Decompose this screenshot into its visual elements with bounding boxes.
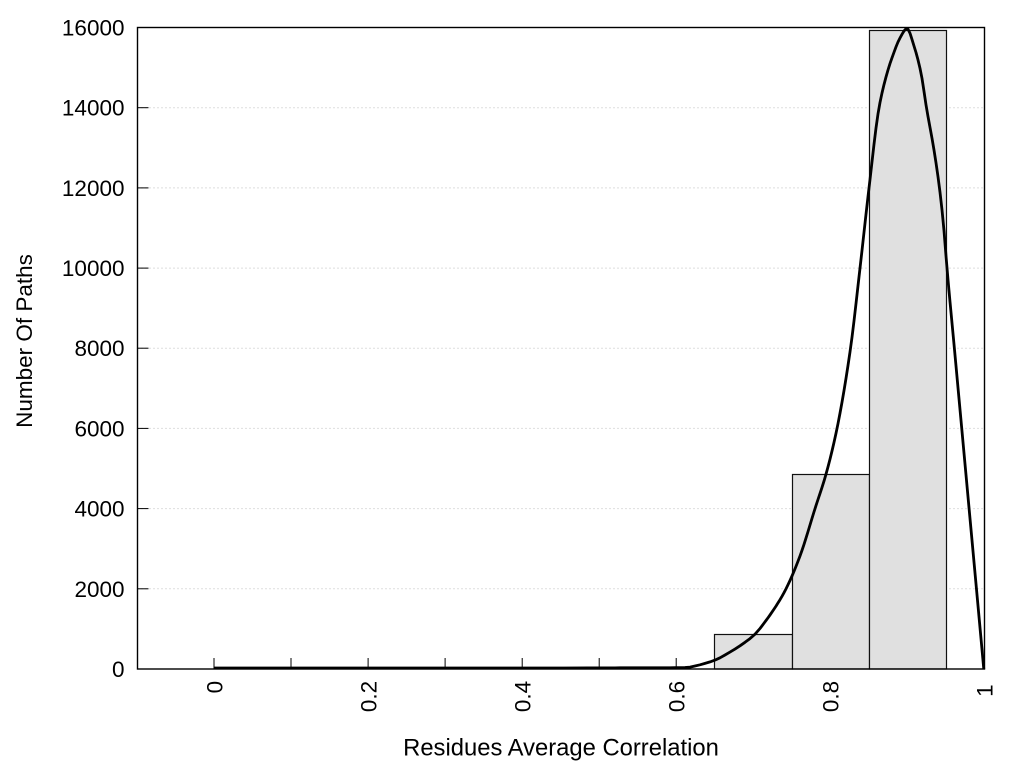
svg-text:0.8: 0.8 (819, 681, 844, 712)
svg-text:1: 1 (973, 684, 998, 697)
svg-text:0.2: 0.2 (356, 681, 381, 712)
svg-text:0: 0 (112, 657, 125, 682)
svg-text:4000: 4000 (74, 497, 124, 522)
svg-text:10000: 10000 (62, 256, 125, 281)
svg-text:2000: 2000 (74, 577, 124, 602)
svg-text:16000: 16000 (62, 16, 125, 41)
svg-text:12000: 12000 (62, 176, 125, 201)
svg-text:Number Of Paths: Number Of Paths (12, 254, 37, 428)
svg-text:8000: 8000 (74, 336, 124, 361)
svg-text:6000: 6000 (74, 416, 124, 441)
svg-text:0: 0 (202, 681, 227, 694)
svg-text:0.6: 0.6 (665, 681, 690, 712)
svg-text:0.4: 0.4 (511, 681, 536, 712)
svg-text:Residues Average Correlation: Residues Average Correlation (403, 735, 719, 762)
svg-text:14000: 14000 (62, 96, 125, 121)
